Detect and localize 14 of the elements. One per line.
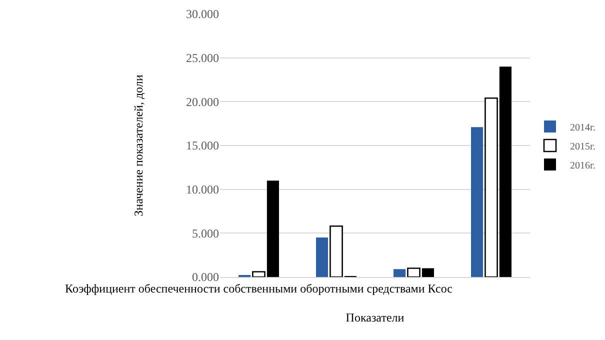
y-tick-label: 25.000 [186,51,219,66]
legend-label: 2016г. [570,160,596,172]
x-axis-title: Показатели [346,310,405,324]
legend-label: 2015г. [570,141,596,152]
y-tick-label: 15.000 [186,138,219,153]
bar [471,127,484,277]
y-axis-title: Значение показателей, доли [131,74,146,216]
bar [316,238,328,277]
y-tick-label: 20.000 [186,94,219,109]
y-tick-label: 5.000 [192,226,219,240]
bar [394,269,406,277]
legend-label: 2014г. [570,122,596,134]
y-tick-label: 10.000 [186,182,219,197]
y-tick-label: 30.000 [186,7,219,22]
